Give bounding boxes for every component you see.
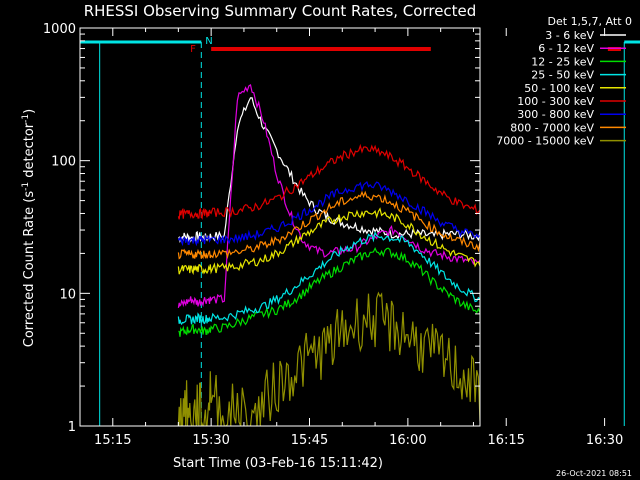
legend-label: 3 - 6 keV [545, 29, 594, 42]
legend-label: 12 - 25 keV [531, 55, 594, 68]
y-tick-label: 100 [51, 155, 76, 170]
legend-label: 7000 - 15000 keV [496, 135, 594, 148]
series-line [177, 291, 480, 426]
x-tick-label: 15:30 [192, 433, 229, 448]
legend-label: 25 - 50 keV [531, 69, 594, 82]
series-line [177, 97, 480, 244]
series-line [177, 231, 480, 326]
x-tick-label: 16:00 [389, 433, 426, 448]
y-axis-label-unit: detector [22, 122, 37, 182]
y-axis-label-exponent-2: -1 [21, 114, 31, 123]
y-tick-label: 1000 [43, 22, 76, 37]
series-line [177, 180, 480, 247]
legend-label: 6 - 12 keV [538, 42, 594, 55]
y-tick-label: 1 [68, 420, 76, 435]
series-line [177, 190, 480, 260]
legend-label: 300 - 800 keV [517, 108, 594, 121]
legend-label: 100 - 300 keV [517, 95, 594, 108]
flare-flag-label: F [190, 44, 196, 55]
plot-area: F N [80, 36, 640, 426]
observing-markers [80, 40, 640, 426]
series-line [177, 143, 480, 220]
series-lines [177, 83, 480, 426]
series-line [177, 83, 480, 308]
x-axis-label: Start Time (03-Feb-16 15:11:42) [173, 456, 383, 471]
y-axis-label-main: Corrected Count Rate (s [22, 191, 37, 348]
x-tick-label: 16:15 [487, 433, 524, 448]
series-line [178, 246, 480, 337]
x-tick-label: 16:30 [586, 433, 623, 448]
y-axis-label: Corrected Count Rate (s-1 detector-1) [21, 109, 37, 347]
x-tick-label: 15:45 [291, 433, 328, 448]
series-line [177, 207, 480, 276]
y-axis-label-exponent: -1 [21, 182, 31, 191]
legend-title: Det 1,5,7, Att 0 [548, 15, 632, 28]
chart-title: RHESSI Observing Summary Count Rates, Co… [84, 2, 477, 20]
x-tick-label: 15:15 [94, 433, 131, 448]
legend-label: 800 - 7000 keV [510, 121, 594, 134]
timestamp: 26-Oct-2021 08:51 [556, 469, 632, 478]
plot-frame [79, 27, 481, 427]
axes: 15:1515:3015:4516:0016:1516:3016:4511010… [43, 22, 623, 448]
legend-label: 50 - 100 keV [524, 82, 594, 95]
night-flag-label: N [205, 36, 212, 47]
y-axis-label-close: ) [22, 109, 37, 114]
y-tick-label: 10 [59, 287, 76, 302]
